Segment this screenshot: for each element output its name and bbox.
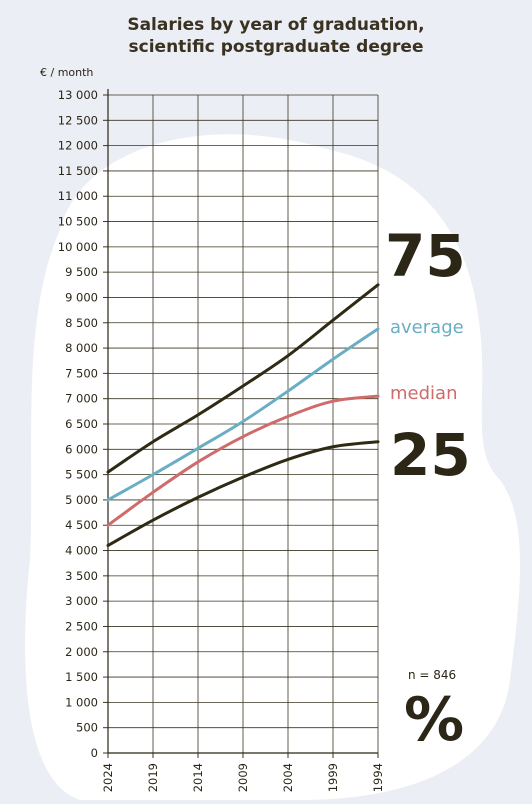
series-line-25 [106, 440, 380, 547]
chart-title-line-1: Salaries by year of graduation, [127, 15, 424, 35]
series-line-average [106, 327, 380, 502]
y-tick-label: 6 500 [65, 417, 98, 431]
y-tick-label: 5 500 [65, 468, 98, 482]
y-tick-label: 8 500 [65, 316, 98, 330]
y-tick-label: 1 000 [65, 695, 98, 709]
sample-size-label: n = 846 [408, 668, 456, 682]
series-line-median [106, 394, 380, 527]
y-tick-label: 5 000 [65, 493, 98, 507]
y-axis-unit-label: € / month [40, 66, 93, 79]
x-axis-ticks: 2024 2019 2014 2009 2004 1999 1994 [101, 763, 385, 792]
chart-title-line-2: scientific postgraduate degree [129, 37, 424, 57]
x-tick-label: 1994 [371, 763, 385, 792]
series-label-median: median [390, 383, 457, 404]
y-tick-label: 10 000 [58, 240, 98, 254]
y-tick-label: 2 000 [65, 645, 98, 659]
y-tick-label: 3 500 [65, 569, 98, 583]
y-tick-label: 10 500 [58, 215, 98, 229]
series-label-75: 75 [385, 222, 466, 290]
y-tick-label: 9 000 [65, 290, 98, 304]
y-tick-label: 0 [91, 746, 98, 760]
y-tick-label: 1 500 [65, 670, 98, 684]
y-tick-label: 4 500 [65, 518, 98, 532]
y-tick-label: 12 000 [58, 139, 98, 153]
grid [103, 89, 379, 758]
x-tick-label: 2014 [191, 763, 205, 792]
y-tick-label: 13 000 [58, 88, 98, 102]
y-tick-label: 7 000 [65, 392, 98, 406]
x-tick-label: 2019 [146, 763, 160, 792]
y-tick-label: 9 500 [65, 265, 98, 279]
x-tick-label: 2024 [101, 763, 115, 792]
x-tick-label: 2009 [236, 763, 250, 792]
y-axis-ticks: 0 500 1 000 1 500 2 000 2 500 3 000 3 500 4 000 4… [58, 88, 98, 760]
y-tick-label: 3 000 [65, 594, 98, 608]
y-tick-label: 11 500 [58, 164, 98, 178]
percent-symbol: % [404, 685, 464, 755]
y-tick-label: 4 000 [65, 544, 98, 558]
series-label-25: 25 [390, 421, 471, 489]
y-tick-label: 11 000 [58, 189, 98, 203]
x-tick-label: 1999 [326, 763, 340, 792]
series-line-75 [106, 283, 380, 474]
y-tick-label: 8 000 [65, 341, 98, 355]
y-tick-label: 6 000 [65, 442, 98, 456]
series-lines [106, 283, 380, 547]
y-tick-label: 2 500 [65, 619, 98, 633]
y-tick-label: 12 500 [58, 113, 98, 127]
series-label-average: average [390, 317, 464, 338]
y-tick-label: 7 500 [65, 366, 98, 380]
background-blob [25, 134, 521, 800]
x-tick-label: 2004 [281, 763, 295, 792]
y-tick-label: 500 [76, 721, 98, 735]
